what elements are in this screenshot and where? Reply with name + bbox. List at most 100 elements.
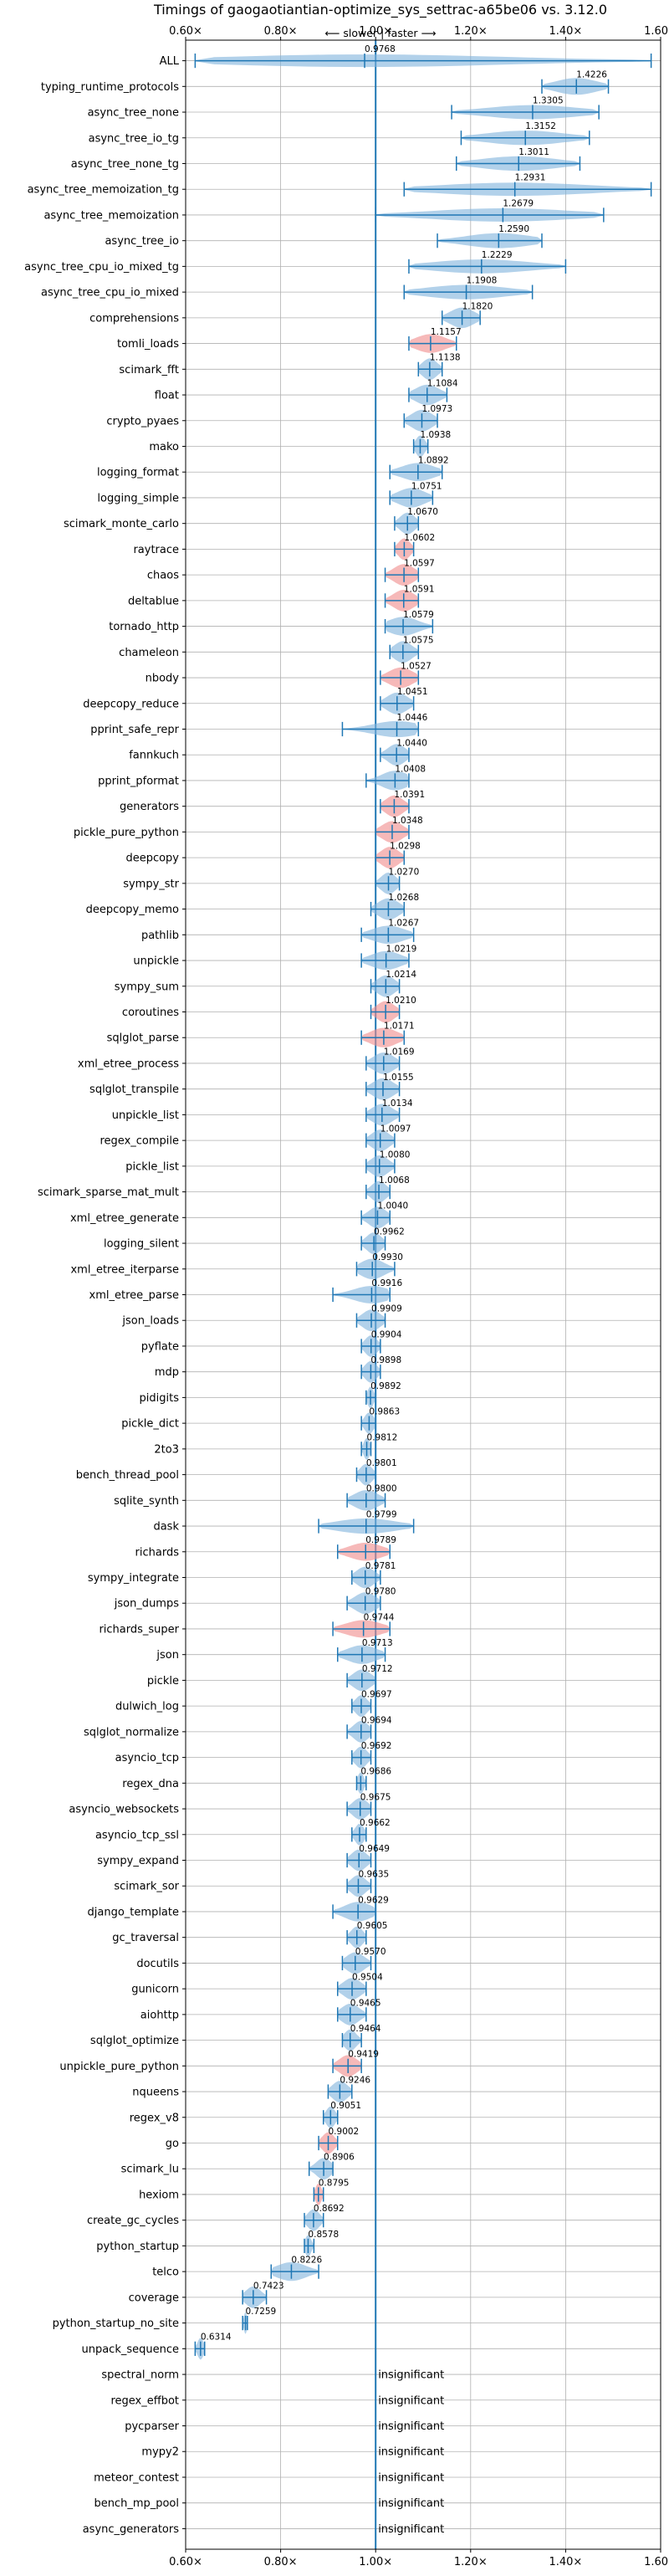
value-label: 1.0602	[404, 533, 435, 543]
benchmark-label: asyncio_tcp	[115, 1752, 179, 1764]
value-label: 0.8795	[319, 2178, 350, 2188]
benchmark-label: mako	[149, 441, 179, 453]
benchmark-label: hexiom	[139, 2189, 179, 2201]
value-label: 0.9781	[365, 1561, 396, 1571]
benchmark-label: async_generators	[83, 2523, 180, 2536]
benchmark-label: sqlglot_parse	[107, 1032, 179, 1045]
value-label: 1.0214	[386, 970, 416, 980]
benchmark-label: json	[156, 1649, 179, 1662]
value-label: 1.0169	[384, 1047, 415, 1057]
value-label: 1.0391	[394, 790, 425, 800]
benchmark-label: asyncio_websockets	[69, 1804, 179, 1816]
benchmark-label: generators	[120, 801, 179, 813]
benchmark-label: pyflate	[141, 1340, 179, 1353]
value-label: 0.9697	[361, 1690, 392, 1700]
benchmark-label: unpickle_pure_python	[59, 2061, 179, 2073]
benchmark-label: sympy_str	[123, 878, 179, 890]
value-label: 0.9812	[367, 1432, 398, 1442]
value-label: 0.9605	[357, 1921, 388, 1931]
insignificant-label: insignificant	[378, 2497, 444, 2510]
value-label: 0.9863	[369, 1407, 400, 1417]
value-label: 1.4226	[576, 70, 607, 80]
value-label: 1.2679	[503, 198, 534, 208]
value-label: 1.0670	[407, 507, 438, 517]
benchmark-label: json_loads	[121, 1315, 179, 1328]
value-label: 1.2931	[515, 173, 546, 183]
value-label: 1.0408	[395, 764, 426, 774]
value-label: 0.9675	[360, 1792, 391, 1802]
benchmark-label: regex_dna	[122, 1778, 179, 1790]
value-label: 1.1908	[467, 276, 498, 286]
benchmark-label: unpickle_list	[112, 1109, 179, 1122]
benchmark-label: regex_v8	[130, 2112, 179, 2124]
benchmark-label: django_template	[88, 1906, 179, 1918]
value-label: 1.1157	[431, 327, 462, 337]
benchmark-label: async_tree_none	[88, 107, 179, 120]
value-label: 0.9713	[362, 1638, 393, 1648]
benchmark-label: coverage	[129, 2292, 179, 2304]
x-tick-label-top: 1.60×	[644, 25, 669, 38]
value-label: 1.0938	[420, 430, 451, 440]
x-tick-label-top: 0.80×	[264, 25, 298, 38]
benchmark-label: scimark_lu	[121, 2164, 179, 2176]
benchmark-label: asyncio_tcp_ssl	[95, 1829, 179, 1841]
benchmark-label: pickle_dict	[121, 1418, 179, 1431]
value-label: 0.9694	[361, 1715, 392, 1725]
value-label: 1.0451	[397, 687, 428, 697]
benchmark-label: fannkuch	[129, 750, 179, 762]
value-label: 0.9649	[359, 1844, 390, 1854]
value-label: 0.8578	[308, 2230, 339, 2240]
benchmark-label: sympy_sum	[115, 981, 179, 993]
value-label: 0.9692	[361, 1741, 392, 1751]
value-label: 1.0155	[383, 1073, 414, 1083]
value-label: 0.6314	[201, 2333, 232, 2343]
benchmark-label: scimark_monte_carlo	[64, 518, 179, 530]
value-label: 0.9629	[358, 1895, 389, 1905]
benchmark-label: unpickle	[133, 955, 179, 968]
value-label: 1.0298	[390, 842, 421, 852]
x-tick-label-bottom: 1.00×	[359, 2556, 392, 2568]
value-label: 0.9930	[372, 1252, 403, 1262]
value-label: 0.9504	[352, 1973, 383, 1983]
insignificant-label: insignificant	[378, 2420, 444, 2433]
benchmark-label: xml_etree_parse	[89, 1289, 179, 1302]
value-label: 0.9686	[360, 1767, 391, 1777]
x-tick-label-bottom: 1.60×	[644, 2556, 669, 2568]
value-label: 0.9768	[365, 44, 396, 54]
benchmark-label: sqlglot_normalize	[84, 1726, 179, 1739]
x-tick-label-top: 1.40×	[549, 25, 582, 38]
benchmark-label: tomli_loads	[117, 338, 179, 351]
value-label: 0.9002	[329, 2127, 360, 2137]
benchmark-label: aiohttp	[140, 2009, 179, 2021]
value-label: 0.9246	[340, 2075, 370, 2085]
value-label: 1.0097	[380, 1124, 411, 1134]
plot-area: 0.9768 1.4226 1.3305 1.3152 1.3011 1.2931 1.26…	[194, 40, 652, 2549]
value-label: 1.0068	[379, 1175, 410, 1186]
benchmark-label: python_startup_no_site	[53, 2317, 179, 2330]
benchmark-label: scimark_sparse_mat_mult	[38, 1186, 179, 1199]
value-label: 0.8692	[314, 2204, 345, 2214]
value-label: 0.9909	[371, 1304, 402, 1314]
value-label: 0.9801	[366, 1458, 397, 1468]
value-label: 1.0527	[401, 661, 432, 671]
benchmark-label: comprehensions	[89, 312, 179, 325]
value-label: 1.3152	[525, 121, 556, 131]
value-label: 0.9789	[365, 1535, 396, 1545]
benchmark-label: create_gc_cycles	[87, 2215, 179, 2227]
value-label: 1.0134	[382, 1099, 413, 1109]
benchmark-label: sympy_integrate	[88, 1572, 179, 1585]
x-tick-label-bottom: 1.40×	[549, 2556, 582, 2568]
value-label: 0.9712	[362, 1664, 393, 1674]
value-label: 0.8226	[291, 2256, 322, 2266]
benchmark-label: async_tree_io	[105, 235, 179, 248]
benchmark-label: xml_etree_process	[78, 1058, 179, 1070]
value-label: 1.0348	[392, 816, 423, 826]
benchmark-label: docutils	[136, 1958, 179, 1970]
benchmark-label: logging_silent	[104, 1238, 179, 1251]
benchmark-label: typing_runtime_protocols	[41, 81, 179, 94]
value-label: 0.9465	[350, 1998, 381, 2008]
benchmark-label: async_tree_io_tg	[89, 132, 179, 145]
value-label: 1.0446	[397, 713, 428, 723]
value-label: 1.0440	[396, 739, 427, 749]
